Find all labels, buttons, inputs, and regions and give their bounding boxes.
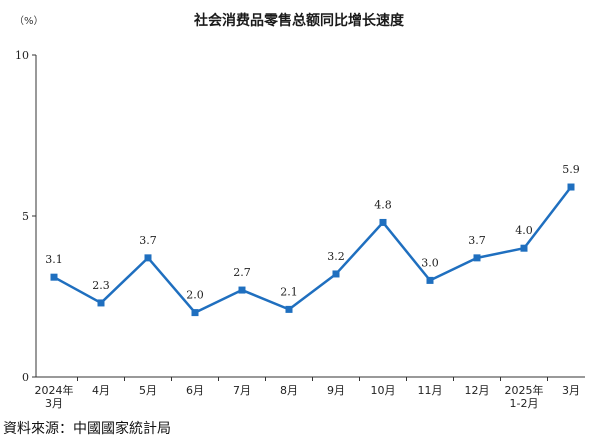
data-point xyxy=(97,299,105,307)
data-label: 3.1 xyxy=(45,253,63,266)
source-note: 資料來源：中國國家統計局 xyxy=(3,421,171,437)
x-tick-label: 5月 xyxy=(139,384,157,397)
x-tick-label: 8月 xyxy=(280,384,298,397)
x-tick-label: 12月 xyxy=(465,384,490,397)
y-tick-label: 10 xyxy=(15,49,29,62)
x-tick-label: 11月 xyxy=(418,384,443,397)
x-tick-label: 10月 xyxy=(371,384,396,397)
data-label: 4.8 xyxy=(374,198,392,211)
y-tick-label: 0 xyxy=(22,371,29,384)
data-point xyxy=(332,270,340,278)
data-point xyxy=(567,183,575,191)
x-tick-label: 3月 xyxy=(562,384,580,397)
data-point xyxy=(473,254,481,262)
data-label: 2.0 xyxy=(186,289,204,302)
data-label: 3.0 xyxy=(421,256,439,269)
data-point xyxy=(285,305,293,313)
data-label: 2.3 xyxy=(92,279,110,292)
data-label: 2.7 xyxy=(233,266,251,279)
x-tick-label: 9月 xyxy=(327,384,345,397)
chart-title: 社会消费品零售总额同比增长速度 xyxy=(194,13,404,29)
x-tick-label: 3月 xyxy=(45,397,63,410)
data-point xyxy=(379,218,387,226)
x-tick-label: 4月 xyxy=(92,384,110,397)
data-point xyxy=(520,244,528,252)
data-point xyxy=(191,309,199,317)
x-tick-label: 2024年 xyxy=(35,383,74,397)
x-tick-label: 6月 xyxy=(186,384,204,397)
data-label: 3.7 xyxy=(139,234,157,247)
data-point xyxy=(238,286,246,294)
x-tick-label: 1-2月 xyxy=(510,397,539,410)
data-point xyxy=(144,254,152,262)
data-point xyxy=(50,273,58,281)
data-label: 3.2 xyxy=(327,250,345,263)
y-unit-label: （%） xyxy=(14,16,44,27)
x-tick-label: 2025年 xyxy=(505,383,544,397)
data-label: 3.7 xyxy=(468,234,486,247)
y-tick-label: 5 xyxy=(22,210,29,223)
data-label: 2.1 xyxy=(280,285,298,298)
data-label: 4.0 xyxy=(515,224,533,237)
x-tick-label: 7月 xyxy=(233,384,251,397)
series-line xyxy=(53,186,572,314)
data-point xyxy=(426,276,434,284)
data-label: 5.9 xyxy=(562,163,580,176)
